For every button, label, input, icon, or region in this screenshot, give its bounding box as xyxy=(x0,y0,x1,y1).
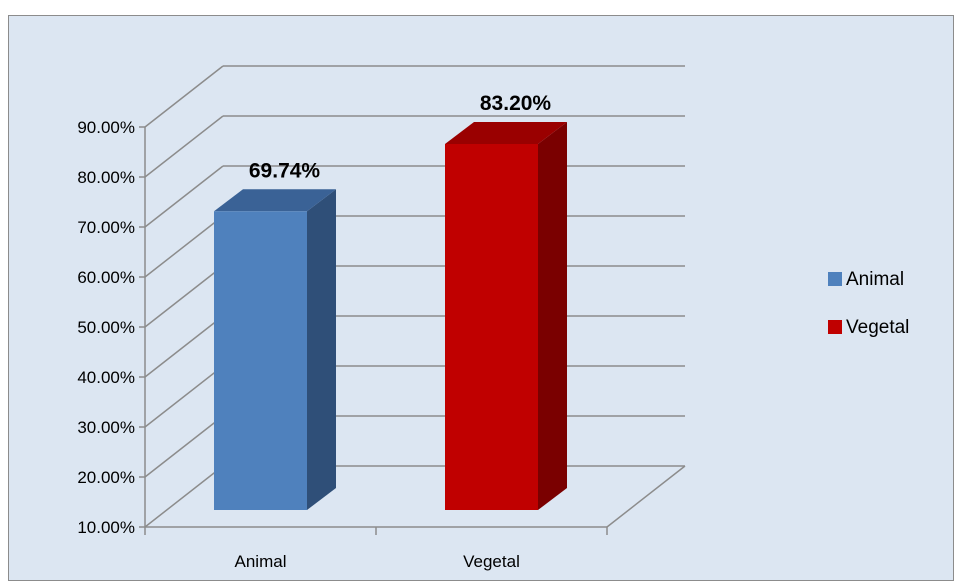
bar-side xyxy=(307,189,336,511)
bar-animal xyxy=(214,189,336,511)
gridline-side xyxy=(144,65,224,128)
gridline-side xyxy=(144,265,224,328)
bar-front xyxy=(445,144,538,510)
bar-side xyxy=(538,122,567,510)
y-tick-label: 80.00% xyxy=(77,168,135,187)
bar-top xyxy=(214,189,336,212)
bar-vegetal xyxy=(445,122,567,510)
y-tick-label: 90.00% xyxy=(77,118,135,137)
bar-top xyxy=(445,122,567,144)
bars xyxy=(214,122,567,511)
legend-swatch-vegetal xyxy=(828,320,842,334)
y-tick-label: 40.00% xyxy=(77,368,135,387)
gridline-side xyxy=(144,215,224,278)
y-tick-label: 60.00% xyxy=(77,268,135,287)
gridline-side xyxy=(144,315,224,378)
data-label-vegetal: 83.20% xyxy=(480,92,552,115)
labels: 69.74% 83.20% xyxy=(249,92,552,182)
gridline-side xyxy=(144,415,224,478)
y-tick-label: 50.00% xyxy=(77,318,135,337)
data-label-animal: 69.74% xyxy=(249,159,321,182)
gridline-side xyxy=(144,465,224,528)
floor-edge xyxy=(606,465,686,528)
x-tick-label: Vegetal xyxy=(463,552,520,571)
legend-swatch-animal xyxy=(828,272,842,286)
gridline-side xyxy=(144,365,224,428)
gridline-side xyxy=(144,115,224,178)
gridline-side xyxy=(144,165,224,228)
legend-label-animal: Animal xyxy=(846,269,904,290)
y-tick-label: 20.00% xyxy=(77,468,135,487)
y-tick-label: 30.00% xyxy=(77,418,135,437)
y-tick-label: 70.00% xyxy=(77,218,135,237)
legend: Animal Vegetal xyxy=(828,269,909,338)
bar-front xyxy=(214,211,307,511)
x-tick-label: Animal xyxy=(235,552,287,571)
legend-label-vegetal: Vegetal xyxy=(846,317,909,338)
axes: 10.00% 20.00% 30.00% 40.00% 50.00% 60.00% 70.0… xyxy=(77,118,686,571)
y-tick-label: 10.00% xyxy=(77,518,135,537)
